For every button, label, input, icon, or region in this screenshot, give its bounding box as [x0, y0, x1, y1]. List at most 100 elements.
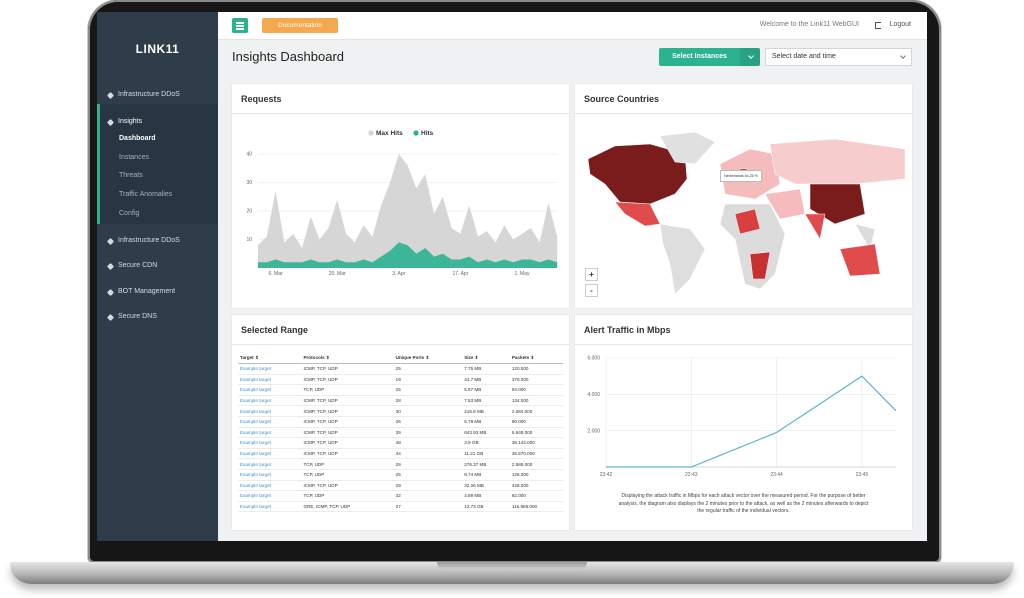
screen: LINK11 Infrastructure DDoS Insights Dashbo… — [97, 12, 927, 541]
table-cell: 36.570.000 — [509, 448, 563, 460]
welcome-text: Welcome to the Link11 WebGUI — [759, 21, 859, 28]
country[interactable] — [587, 143, 688, 205]
table-cell: ICMP, TCP, UDP — [301, 427, 394, 439]
table-row: Example target TCP, UDP 25 8.74 MB 126.000 — [238, 469, 563, 481]
table-cell: 7.75 MB — [462, 363, 510, 375]
select-instances-button[interactable]: Select Instances — [659, 48, 740, 66]
target-link[interactable]: Example target — [238, 374, 302, 386]
range-panel: Selected Range Target ⇕ Protocols ⇕ Unique… — [232, 315, 569, 530]
nav-subitem[interactable]: Dashboard — [119, 135, 156, 142]
column-header[interactable]: Packets ⇕ — [509, 353, 563, 364]
table-row: Example target ICMP, TCP, UDP 39 643.93 MB 5… — [238, 427, 563, 439]
zoom-out[interactable]: - — [585, 284, 598, 297]
country[interactable] — [614, 201, 661, 227]
nav-item[interactable]: Infrastructure DDoS — [118, 91, 180, 98]
country[interactable] — [659, 131, 716, 165]
target-link[interactable]: Example target — [238, 427, 302, 439]
target-link[interactable]: Example target — [238, 405, 302, 417]
target-link[interactable]: Example target — [238, 384, 302, 396]
legend-label[interactable]: Hits — [421, 130, 434, 137]
nav-subitem[interactable]: Config — [119, 209, 140, 217]
table-cell: ICMP, TCP, UDP — [301, 416, 394, 428]
nav-item[interactable]: Secure CDN — [118, 262, 158, 269]
target-link[interactable]: Example target — [238, 437, 302, 449]
table-cell: TCP, UDP — [301, 384, 394, 396]
table-row: Example target ICMP, TCP, UDP 30 215.8 MB 2.… — [238, 405, 563, 417]
target-link[interactable]: Example target — [238, 448, 302, 460]
table-cell: 44.7 MB — [462, 374, 510, 386]
column-header[interactable]: Size ⇕ — [462, 353, 510, 364]
target-link[interactable]: Example target — [238, 416, 302, 428]
table-cell: ICMP, TCP, UDP — [301, 437, 394, 449]
x-tick-label: 23:44 — [770, 472, 783, 478]
country[interactable] — [734, 208, 761, 235]
requests-panel: Requests 10 20 30 40 6. Mar 20. Mar 3. Apr 17. … — [232, 84, 569, 308]
table-body: Example target ICMP, TCP, UDP 25 7.75 MB 120… — [238, 363, 563, 513]
table-cell: 126.000 — [509, 469, 563, 481]
nav-item[interactable]: Infrastructure DDoS — [118, 237, 180, 244]
target-link[interactable]: Example target — [238, 501, 302, 513]
country[interactable] — [749, 251, 771, 280]
legend-label[interactable]: Max Hits — [376, 130, 403, 137]
target-link[interactable]: Example target — [238, 395, 302, 407]
table-cell: 134.000 — [509, 395, 563, 407]
table-cell: 32.06 MB — [462, 480, 510, 492]
nav-icon — [106, 288, 115, 297]
nav-subitem[interactable]: Instances — [119, 153, 149, 161]
table-cell: 3.9 GB — [462, 437, 510, 449]
panel-title: Alert Traffic in Mbps — [575, 315, 912, 345]
logout-link[interactable]: Logout — [889, 21, 911, 28]
nav-item[interactable]: Secure DNS — [118, 313, 157, 320]
country[interactable] — [719, 203, 786, 290]
nav-item[interactable]: Insights — [118, 118, 143, 125]
table-cell: ICMP, TCP, UDP — [301, 374, 394, 386]
zoom-in[interactable]: + — [585, 268, 598, 281]
table-row: Example target ICMP, TCP, UDP 25 7.75 MB 120… — [238, 363, 563, 375]
table-cell: GRE, ICMP, TCP, UDP — [301, 501, 394, 513]
country[interactable] — [839, 243, 881, 277]
table-cell: TCP, UDP — [301, 469, 394, 481]
nav-subitem[interactable]: Traffic Anomalies — [119, 191, 173, 199]
table-row: Example target ICMP, TCP, UDP 28 7.53 MB 134… — [238, 395, 563, 407]
country[interactable] — [769, 138, 906, 185]
y-tick-label: 10 — [246, 237, 252, 243]
nav-subitem[interactable]: Threats — [119, 172, 143, 180]
select-instances-dropdown[interactable] — [740, 48, 760, 66]
country[interactable] — [764, 188, 806, 220]
table-header: Target ⇕ Protocols ⇕ Unique Ports ⇕ Size ⇕ P… — [238, 353, 563, 364]
country[interactable] — [804, 213, 826, 240]
page-title: Insights Dashboard — [232, 49, 345, 64]
table-row: Example target ICMP, TCP, UDP 48 3.9 GB 38.1… — [238, 437, 563, 449]
table-cell: ICMP, TCP, UDP — [301, 448, 394, 460]
x-tick-label: 23:43 — [685, 472, 698, 478]
country[interactable] — [659, 223, 706, 295]
table-cell: 2.084.000 — [509, 405, 563, 417]
brand-logo[interactable]: LINK11 — [135, 42, 180, 56]
menu-button[interactable] — [232, 18, 248, 33]
table-row: Example target ICMP, TCP, UDP 44 11.21 GB 36… — [238, 448, 563, 460]
target-link[interactable]: Example target — [238, 363, 302, 375]
target-link[interactable]: Example target — [238, 469, 302, 481]
column-header[interactable]: Protocols ⇕ — [301, 353, 394, 364]
target-link[interactable]: Example target — [238, 480, 302, 492]
sidebar: LINK11 Infrastructure DDoS Insights Dashbo… — [97, 12, 218, 541]
alert-chart: 2.000 4.000 6.000 23:42 23:43 23:44 23:45 — [587, 356, 897, 478]
table-cell: 94.000 — [509, 384, 563, 396]
table-cell: 39 — [393, 427, 463, 439]
target-link[interactable]: Example target — [238, 490, 302, 502]
documentation-button[interactable]: Documentation — [262, 18, 338, 33]
country[interactable] — [854, 223, 876, 250]
nav-item[interactable]: BOT Management — [118, 288, 176, 295]
date-picker[interactable]: Select date and time — [765, 48, 912, 66]
target-link[interactable]: Example target — [238, 458, 302, 470]
table-cell: 28 — [393, 395, 463, 407]
column-header[interactable]: Target ⇕ — [238, 353, 302, 364]
column-header[interactable]: Unique Ports ⇕ — [393, 353, 463, 364]
table-cell: TCP, UDP — [301, 458, 394, 470]
legend-marker — [413, 130, 419, 136]
table-cell: 276.37 MB — [462, 458, 510, 470]
table-cell: ICMP, TCP, UDP — [301, 363, 394, 375]
table-cell: 38.142.000 — [509, 437, 563, 449]
table-cell: 82.000 — [509, 490, 563, 502]
nav-icon — [106, 313, 115, 322]
